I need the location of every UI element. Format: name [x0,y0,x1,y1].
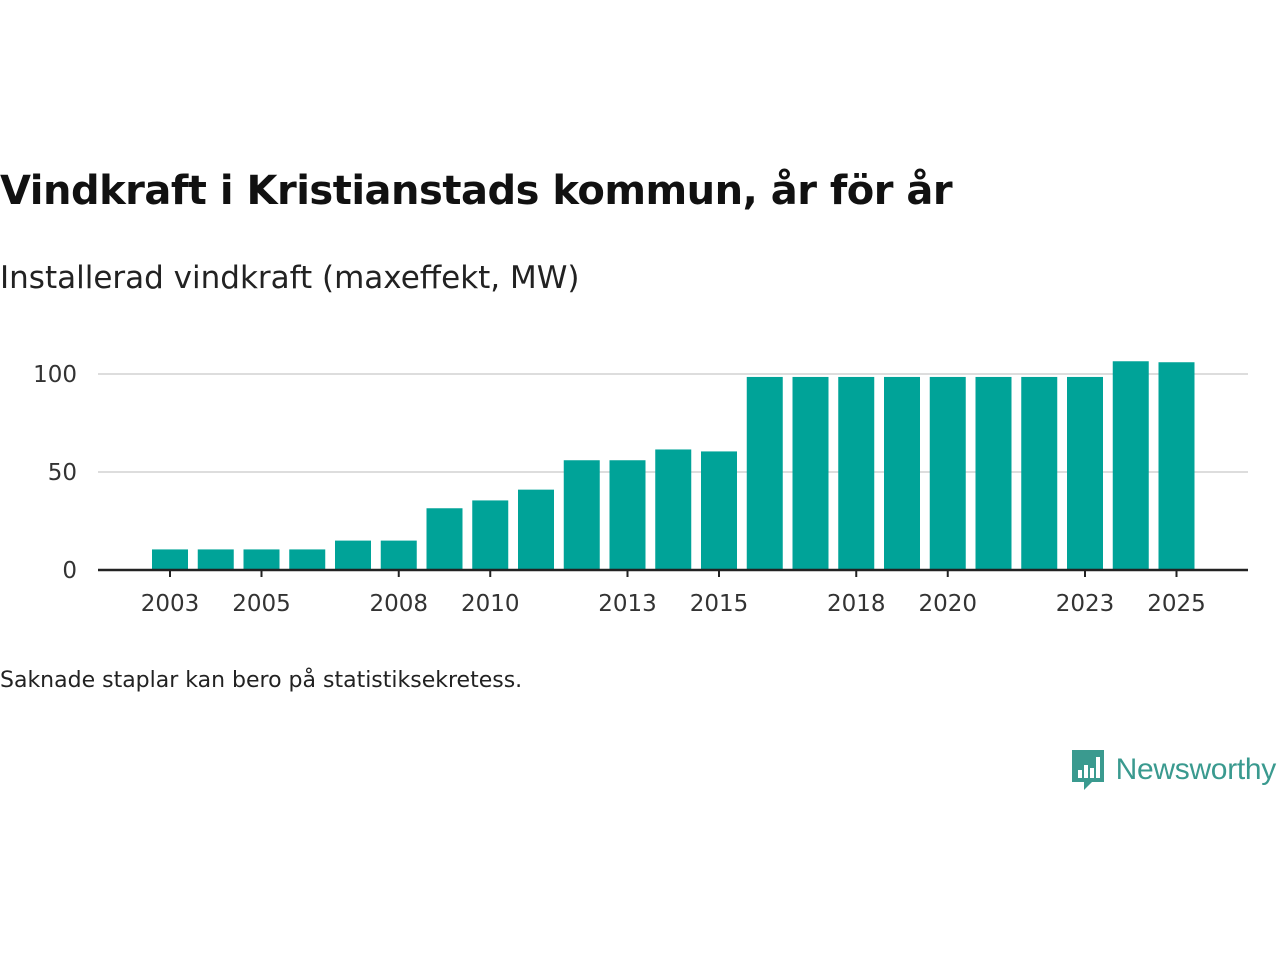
bar-2009 [426,508,463,570]
bar-2011 [518,489,554,570]
bar-2008 [380,540,417,570]
bar-2013 [609,460,646,570]
brand-name: Newsworthy [1115,753,1277,786]
footnote: Saknade staplar kan bero på statistiksek… [0,668,523,693]
bar-2016 [746,376,783,570]
chart-subtitle: Installerad vindkraft (maxeffekt, MW) [0,260,580,296]
x-tick-label-2025: 2025 [1147,591,1206,617]
x-tick-label-2015: 2015 [690,591,749,617]
x-tick-label-2020: 2020 [918,591,977,617]
bar-2015 [701,451,737,570]
bar-chart: 0 50 100 2003 2005 2008 2010 2013 2015 2018 2020 20… [33,361,1248,617]
x-tick-label-2013: 2013 [598,591,657,617]
bar-2022 [1021,376,1058,570]
chart-title: Vindkraft i Kristianstads kommun, år för… [0,168,953,214]
x-tick-label-2023: 2023 [1056,591,1115,617]
bar-2018 [838,376,875,570]
x-tick-label-2003: 2003 [141,591,200,617]
bar-2024 [1112,361,1149,570]
y-tick-label-100: 100 [33,362,77,388]
bar-2004 [197,549,234,570]
bar-2007 [335,540,371,570]
bar-2005 [243,549,280,570]
bar-2014 [655,449,692,570]
brand-logo[interactable]: Newsworthy [1070,748,1276,792]
bar-2023 [1067,376,1103,570]
y-tick-label-0: 0 [62,558,77,584]
newsworthy-logo-icon [1071,750,1104,790]
x-tick-label-2018: 2018 [827,591,886,617]
bar-2019 [884,376,920,570]
bar-2020 [929,376,966,570]
y-tick-label-50: 50 [48,460,77,486]
bar-2010 [472,500,509,570]
bar-2012 [563,460,600,570]
x-tick-label-2008: 2008 [369,591,428,617]
bar-2003 [152,549,188,570]
bar-2025 [1158,362,1195,570]
x-tick-label-2005: 2005 [232,591,291,617]
x-tick-label-2010: 2010 [461,591,520,617]
bar-2006 [289,549,326,570]
bar-2021 [975,376,1012,570]
bar-2017 [792,376,829,570]
